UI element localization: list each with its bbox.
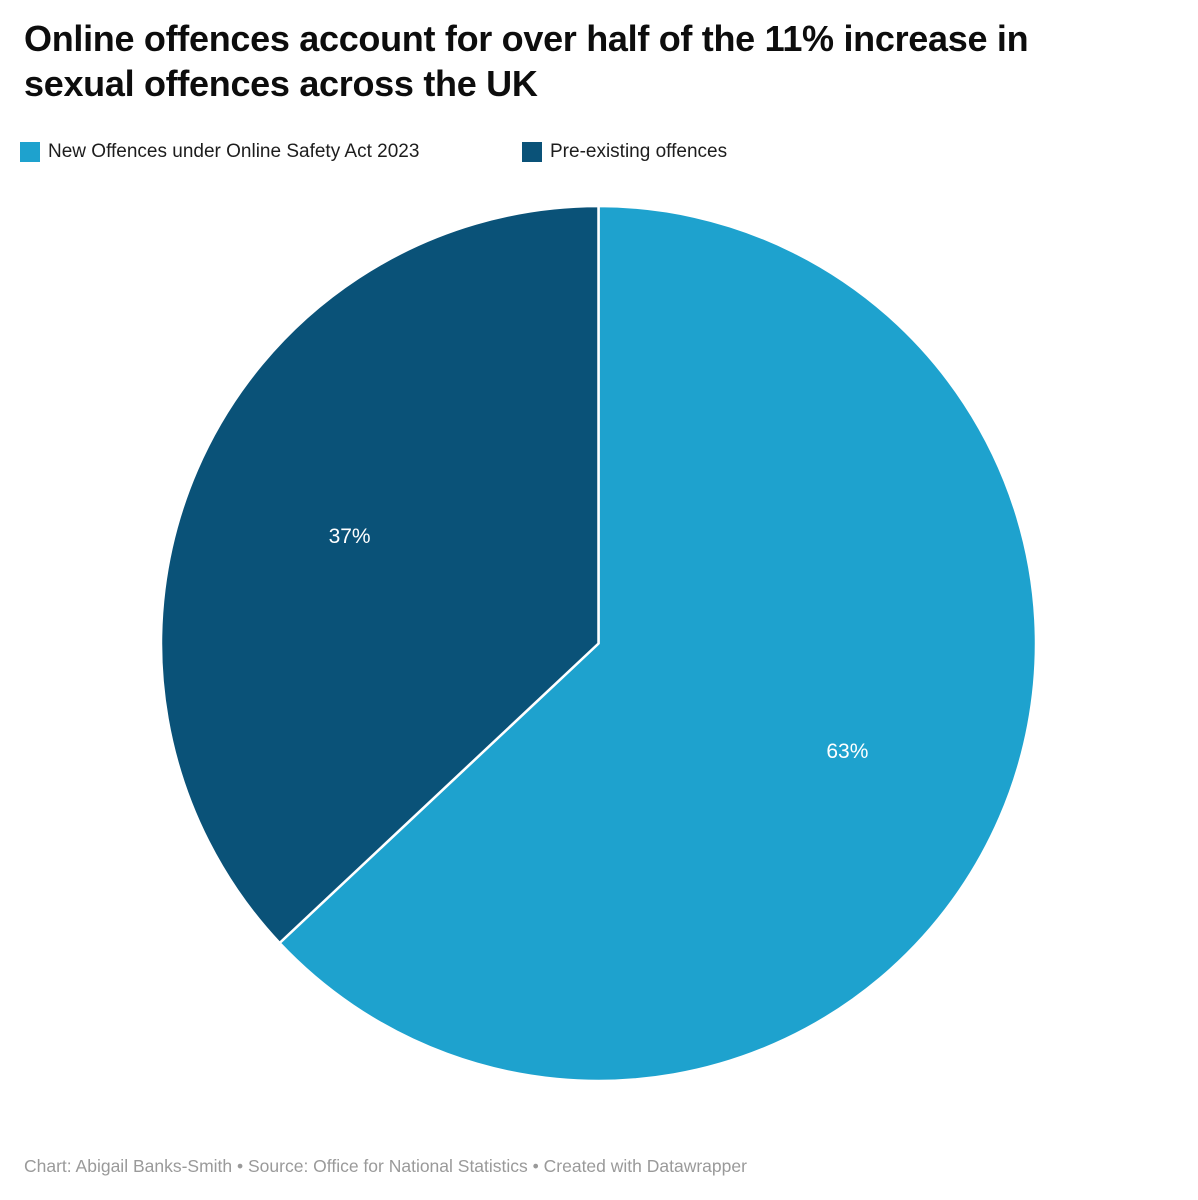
- legend-item-pre-existing: Pre-existing offences: [522, 141, 727, 163]
- legend: New Offences under Online Safety Act 202…: [20, 141, 727, 163]
- chart-title: Online offences account for over half of…: [24, 18, 1029, 105]
- pie-slice-value-label: 37%: [329, 525, 371, 548]
- pie-slice-pre-existing-offences[interactable]: [159, 204, 600, 945]
- pie-slice-value-label: 63%: [826, 740, 868, 763]
- legend-swatch-new-offences: [20, 142, 40, 162]
- legend-swatch-pre-existing: [522, 142, 542, 162]
- legend-label-new-offences: New Offences under Online Safety Act 202…: [48, 141, 420, 162]
- pie-slice-new-offences[interactable]: [278, 204, 1038, 1083]
- legend-label-pre-existing: Pre-existing offences: [550, 141, 728, 162]
- chart-footer: Chart: Abigail Banks-Smith • Source: Off…: [24, 1156, 747, 1176]
- legend-item-new-offences: New Offences under Online Safety Act 202…: [20, 141, 502, 163]
